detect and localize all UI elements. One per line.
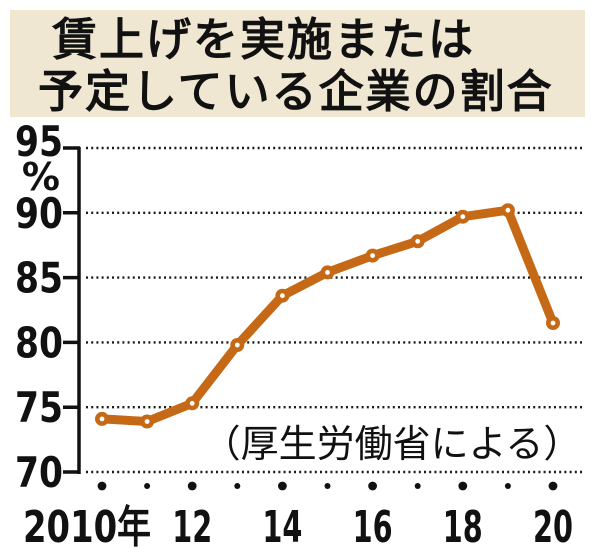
data-point-center-2018 <box>460 214 466 220</box>
data-point-center-2013 <box>234 342 240 348</box>
x-tick-label-16: 16 <box>353 502 393 553</box>
x-tick-dot-2014 <box>278 481 287 491</box>
x-tick-label-12: 12 <box>172 502 212 553</box>
x-tick-dot-2012 <box>187 481 197 491</box>
chart-title: 賃上げを実施または 予定している企業の割合 <box>10 10 585 118</box>
x-tick-dot-2011 <box>144 483 151 489</box>
data-point-center-2019 <box>505 207 511 213</box>
data-point-center-2015 <box>325 270 330 275</box>
data-point-center-2017 <box>415 238 421 244</box>
source-label: （厚生労働省による） <box>203 422 582 466</box>
x-tick-label-14: 14 <box>262 502 302 553</box>
x-tick-dot-2018 <box>458 481 468 491</box>
data-point-center-2016 <box>370 253 375 258</box>
y-tick-label-85: 85 <box>15 254 63 303</box>
x-tick-label-18: 18 <box>443 502 483 553</box>
x-tick-dot-2015 <box>324 483 331 489</box>
y-tick-label-90: 90 <box>15 189 63 238</box>
title-line-1: 賃上げを実施または <box>52 13 476 66</box>
y-axis-unit-label: % <box>22 155 60 199</box>
data-point-center-2020 <box>550 320 556 326</box>
x-tick-label-2010年: 2010年 <box>23 502 151 553</box>
data-point-center-2011 <box>144 419 150 424</box>
title-line-2: 予定している企業の割合 <box>38 65 554 118</box>
data-line <box>97 205 558 426</box>
y-tick-label-95: 95 <box>15 117 63 166</box>
x-tick-dot-2017 <box>414 483 421 489</box>
x-tick-dot-2016 <box>368 481 377 491</box>
x-tick-dot-2019 <box>504 483 511 489</box>
data-point-center-2010 <box>99 416 105 422</box>
x-tick-dot-2020 <box>548 481 558 491</box>
y-tick-label-70: 70 <box>15 448 63 497</box>
data-point-center-2014 <box>280 293 285 299</box>
data-point-center-2012 <box>189 400 195 406</box>
x-tick-dot-2010 <box>97 481 107 491</box>
x-tick-dot-2013 <box>234 483 241 489</box>
y-tick-label-75: 75 <box>15 383 63 432</box>
x-tick-label-20: 20 <box>533 502 573 553</box>
y-tick-label-80: 80 <box>15 318 63 367</box>
